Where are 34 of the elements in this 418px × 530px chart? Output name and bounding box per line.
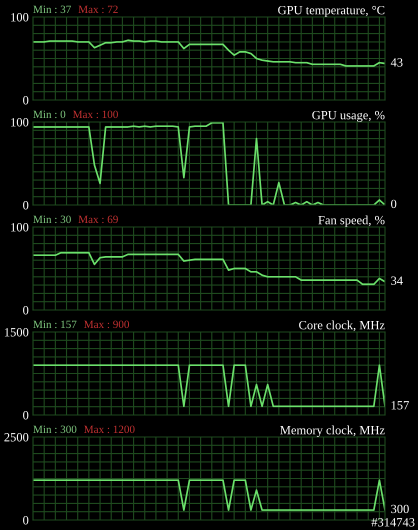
text: Max : 900 <box>84 320 130 328</box>
chart-title: GPU temperature, °C <box>278 6 384 17</box>
y-tick-label: 100 <box>11 13 28 22</box>
text: 300 <box>391 504 409 514</box>
text: Min : 300 <box>33 426 76 434</box>
text: Max : 69 <box>78 216 118 224</box>
annotation: #314743 <box>371 518 415 526</box>
line-series <box>33 39 385 67</box>
text: 34 <box>391 276 403 285</box>
text: 157 <box>392 401 409 410</box>
text: Min : 157 <box>33 320 77 328</box>
y-tick-label: 1500 <box>4 328 28 336</box>
chart-title: GPU usage, % <box>312 110 385 122</box>
y-tick-label: 100 <box>11 223 28 232</box>
chart-title: Core clock, MHz <box>299 320 385 332</box>
line-series <box>33 252 385 286</box>
y-tick-label: 0 <box>23 306 28 314</box>
text: Min : 30 <box>33 216 71 224</box>
text: 43 <box>390 58 403 67</box>
y-tick-label: 2500 <box>4 433 28 442</box>
y-tick-label: 0 <box>23 96 28 104</box>
text: Min : 37 <box>33 6 71 14</box>
y-tick-label: 0 <box>23 201 28 210</box>
y-tick-label: 100 <box>11 118 28 126</box>
y-tick-label: 0 <box>23 516 28 524</box>
text: Max : 100 <box>72 110 118 118</box>
chart-title: Memory clock, MHz <box>280 426 385 437</box>
text: Min : 0 <box>33 110 66 118</box>
chart-title: Fan speed, % <box>318 216 385 227</box>
text: 0 <box>391 200 396 208</box>
text: Max : 1200 <box>84 426 135 434</box>
text: Max : 72 <box>78 6 118 14</box>
line-series <box>33 122 385 205</box>
y-tick-label: 0 <box>23 411 28 420</box>
